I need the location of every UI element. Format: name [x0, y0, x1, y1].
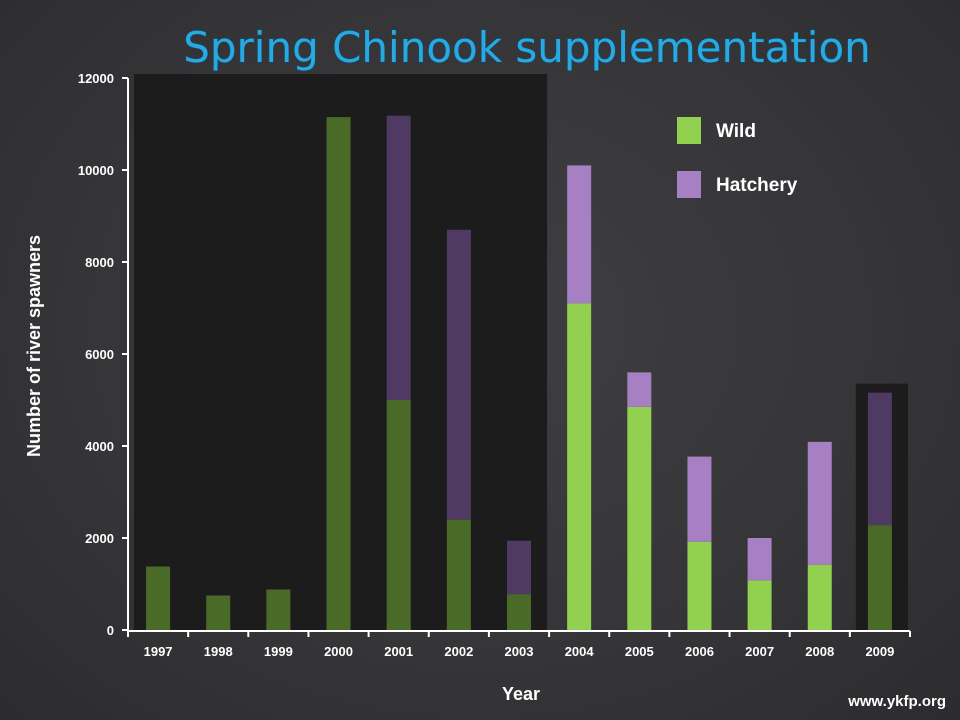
x-tick-label-2008: 2008 [805, 644, 834, 659]
x-tick-label-2006: 2006 [685, 644, 714, 659]
legend-label-hatchery: Hatchery [716, 175, 798, 196]
x-tick-label-1997: 1997 [144, 644, 173, 659]
bar-wild-2004 [567, 303, 592, 630]
x-axis-label: Year [502, 684, 540, 704]
bar-wild-2008 [807, 564, 832, 630]
bar-wild-2000 [326, 117, 351, 631]
bar-wild-2001 [386, 400, 411, 630]
bar-hatchery-2009 [867, 392, 892, 526]
bar-base-1998 [206, 626, 231, 630]
legend-label-wild: Wild [716, 121, 756, 142]
bar-base-2003 [507, 626, 531, 630]
source-url: www.ykfp.org [847, 693, 946, 710]
y-tick-label-10000: 10000 [78, 163, 114, 178]
x-tick-label-2007: 2007 [745, 644, 774, 659]
y-tick-label-0: 0 [107, 623, 114, 638]
bar-hatchery-2008 [807, 441, 832, 565]
bar-base-2002 [446, 626, 471, 630]
y-tick-label-8000: 8000 [85, 255, 114, 270]
bar-wild-2007 [747, 580, 772, 630]
bar-wild-1998 [206, 595, 231, 630]
x-tick-label-2005: 2005 [625, 644, 654, 659]
y-tick-label-4000: 4000 [85, 439, 114, 454]
x-tick-label-2004: 2004 [565, 644, 595, 659]
y-tick-label-12000: 12000 [78, 71, 114, 86]
chart-title: Spring Chinook supplementation [183, 23, 871, 72]
legend-swatch-wild [677, 117, 701, 144]
bar-wild-2005 [627, 406, 652, 630]
x-tick-label-2003: 2003 [505, 644, 534, 659]
bar-wild-2002 [446, 519, 471, 630]
x-tick-label-2000: 2000 [324, 644, 353, 659]
bar-wild-1997 [146, 566, 171, 630]
bar-hatchery-2006 [687, 456, 712, 542]
x-tick-label-1999: 1999 [264, 644, 293, 659]
y-tick-label-6000: 6000 [85, 347, 114, 362]
x-tick-label-1998: 1998 [204, 644, 233, 659]
legend-swatch-hatchery [677, 171, 701, 198]
bars [146, 115, 892, 631]
bar-wild-2003 [507, 594, 531, 630]
bar-base-1997 [146, 626, 171, 630]
bar-base-1999 [266, 626, 291, 630]
bar-base-2009 [867, 626, 892, 630]
legend: Wild Hatchery [677, 117, 798, 198]
bar-hatchery-2002 [446, 229, 471, 520]
bar-hatchery-2001 [386, 115, 411, 400]
y-tick-label-2000: 2000 [85, 531, 114, 546]
bar-base-2000 [326, 626, 351, 630]
bar-hatchery-2003 [507, 540, 531, 595]
bar-base-2001 [386, 626, 411, 630]
bar-hatchery-2004 [567, 165, 592, 304]
bar-hatchery-2005 [627, 372, 652, 407]
x-tick-label-2002: 2002 [444, 644, 473, 659]
x-tick-label-2009: 2009 [865, 644, 894, 659]
y-axis-label: Number of river spawners [24, 235, 44, 457]
bar-hatchery-2007 [747, 538, 772, 581]
axes: 0 2000 4000 6000 8000 10000 12000 1997 1998 1999 2… [78, 71, 911, 659]
bar-wild-2009 [867, 525, 892, 630]
bar-wild-1999 [266, 589, 291, 630]
bar-wild-2006 [687, 541, 712, 630]
x-tick-label-2001: 2001 [384, 644, 413, 659]
